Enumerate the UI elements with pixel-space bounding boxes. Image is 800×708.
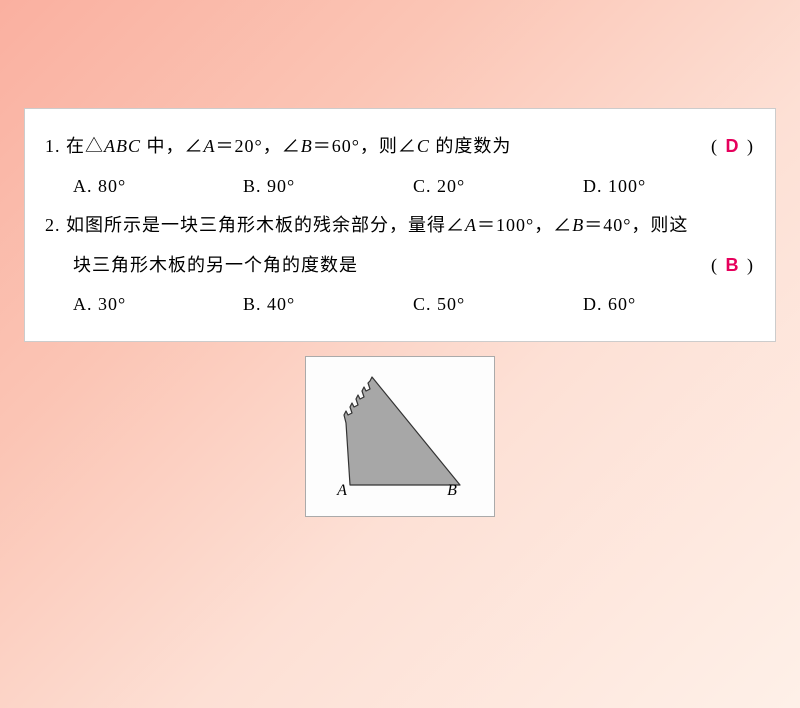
- q1-optC: C. 20°: [413, 167, 583, 207]
- q1-mid1: 中，∠: [141, 136, 204, 156]
- q2-answer: B: [726, 255, 741, 275]
- q1-options: A. 80° B. 90° C. 20° D. 100°: [73, 167, 755, 207]
- q1-answer-paren: ( D ): [711, 127, 755, 167]
- q1-number: 1.: [45, 136, 61, 156]
- q1-optB: B. 90°: [243, 167, 413, 207]
- diagram-frame: AB: [305, 356, 495, 517]
- q1-eqB: ＝60°，则∠: [313, 136, 417, 156]
- q1-line: 1. 在△ABC 中，∠A＝20°，∠B＝60°，则∠C 的度数为 ( D ): [45, 127, 755, 167]
- q2-eqB: ＝40°，则这: [584, 215, 688, 235]
- q2-line1: 2. 如图所示是一块三角形木板的残余部分，量得∠A＝100°，∠B＝40°，则这: [45, 206, 755, 246]
- q2-B: B: [572, 215, 584, 235]
- q2-a: 如图所示是一块三角形木板的残余部分，量得∠: [66, 215, 465, 235]
- q2-number: 2.: [45, 215, 61, 235]
- paren-r: ): [747, 136, 755, 156]
- diagram-container: AB: [0, 356, 800, 517]
- q2-optB: B. 40°: [243, 285, 413, 325]
- q2-eqA: ＝100°，∠: [477, 215, 572, 235]
- q1-optD: D. 100°: [583, 167, 753, 207]
- q1-optA: A. 80°: [73, 167, 243, 207]
- q2-optD: D. 60°: [583, 285, 753, 325]
- q1-C: C: [417, 136, 430, 156]
- q2-A: A: [465, 215, 477, 235]
- q1-end: 的度数为: [430, 136, 512, 156]
- paren-l2: (: [711, 255, 719, 275]
- paren-r2: ): [747, 255, 755, 275]
- q1-eqA: ＝20°，∠: [216, 136, 301, 156]
- q1-answer: D: [726, 136, 741, 156]
- q2-options: A. 30° B. 40° C. 50° D. 60°: [73, 285, 755, 325]
- triangle-diagram: AB: [320, 367, 480, 507]
- svg-text:B: B: [447, 482, 457, 499]
- q1-stem: 1. 在△ABC 中，∠A＝20°，∠B＝60°，则∠C 的度数为: [45, 127, 711, 167]
- q2-cont: 块三角形木板的另一个角的度数是: [73, 246, 358, 286]
- q1-pre: 在△: [66, 136, 104, 156]
- q2-line2: 块三角形木板的另一个角的度数是 ( B ): [73, 246, 755, 286]
- q2-optC: C. 50°: [413, 285, 583, 325]
- svg-text:A: A: [336, 482, 347, 499]
- q2-stem: 2. 如图所示是一块三角形木板的残余部分，量得∠A＝100°，∠B＝40°，则这: [45, 206, 755, 246]
- question-panel: 1. 在△ABC 中，∠A＝20°，∠B＝60°，则∠C 的度数为 ( D ) …: [24, 108, 776, 342]
- paren-l: (: [711, 136, 719, 156]
- q1-B: B: [301, 136, 313, 156]
- q1-A: A: [204, 136, 216, 156]
- q2-answer-paren: ( B ): [711, 246, 755, 286]
- q1-triangle: ABC: [104, 136, 141, 156]
- q2-optA: A. 30°: [73, 285, 243, 325]
